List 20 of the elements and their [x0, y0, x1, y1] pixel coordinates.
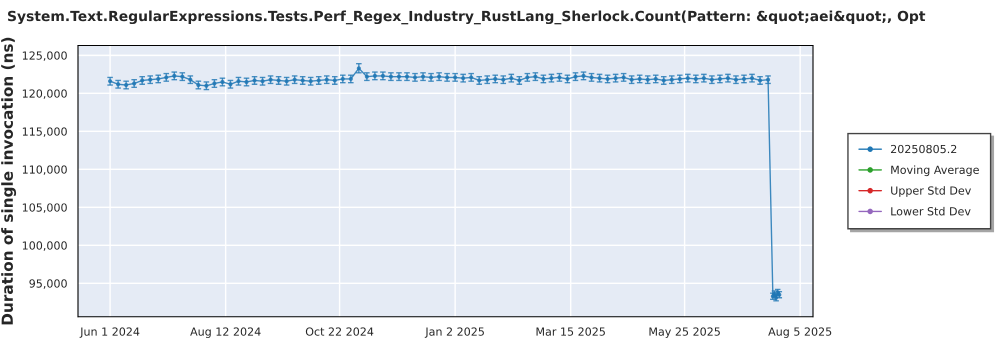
y-tick-label: 110,000 — [22, 165, 67, 175]
y-tick-label: 105,000 — [22, 203, 67, 213]
legend-label: Upper Std Dev — [891, 186, 971, 197]
y-tick-label: 100,000 — [22, 241, 67, 251]
x-tick-label: Jan 2 2025 — [424, 327, 484, 338]
y-tick-label: 115,000 — [22, 127, 67, 137]
x-tick-label: Mar 15 2025 — [536, 327, 605, 336]
x-tick-label: Jun 1 2024 — [80, 327, 140, 338]
legend-label: Moving Average — [891, 165, 979, 176]
x-tick-label: Aug 5 2025 — [768, 327, 832, 338]
legend-label: Lower Std Dev — [891, 206, 971, 216]
x-tick-label: Oct 22 2024 — [306, 327, 374, 336]
chart-title: System.Text.RegularExpressions.Tests.Perf_Regex_Industry_RustLang_Sherlock.Count(Pattern: &quot;aei&quot;, Opt — [8, 10, 926, 24]
legend-label: 20250805.2 — [890, 144, 956, 154]
y-axis-title: Duration of single invocation (ns) — [1, 38, 16, 324]
y-tick-label: 125,000 — [22, 51, 67, 61]
x-tick-label: Aug 12 2024 — [190, 327, 261, 338]
y-tick-label: 120,000 — [22, 89, 67, 99]
y-tick-label: 95,000 — [29, 279, 67, 289]
x-tick-label: May 25 2025 — [649, 327, 720, 338]
